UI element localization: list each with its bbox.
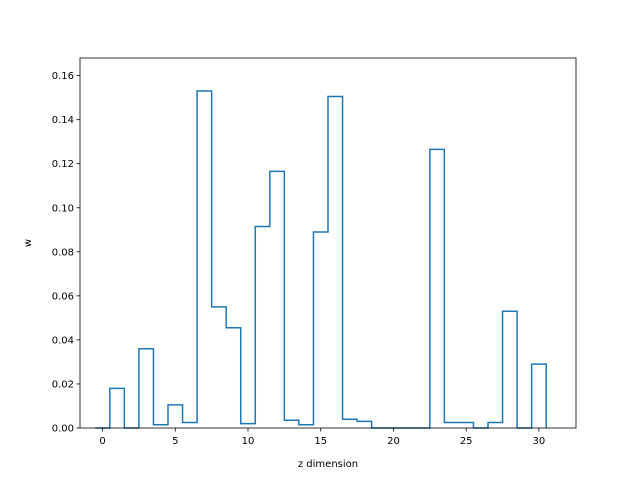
x-tick-label: 20 xyxy=(387,436,400,447)
y-tick-label: 0.12 xyxy=(52,159,74,170)
y-tick-label: 0.04 xyxy=(52,335,74,346)
x-tick-label: 5 xyxy=(172,436,178,447)
y-tick-label: 0.16 xyxy=(52,71,74,82)
x-tick-label: 25 xyxy=(460,436,473,447)
y-tick-label: 0.08 xyxy=(52,247,74,258)
y-axis-label: w xyxy=(23,239,34,247)
x-axis-ticks: 0 5 10 15 20 25 30 xyxy=(99,428,545,447)
x-tick-label: 30 xyxy=(533,436,546,447)
y-tick-label: 0.06 xyxy=(52,291,74,302)
y-tick-label: 0.10 xyxy=(52,203,74,214)
x-tick-label: 10 xyxy=(242,436,255,447)
x-tick-label: 15 xyxy=(314,436,327,447)
x-tick-label: 0 xyxy=(99,436,105,447)
y-axis-ticks: 0.00 0.02 0.04 0.06 0.08 0.10 0.12 0.14 0.16 xyxy=(52,71,80,435)
y-tick-label: 0.14 xyxy=(52,115,74,126)
y-tick-label: 0.02 xyxy=(52,379,74,390)
y-tick-label: 0.00 xyxy=(52,424,74,435)
x-axis-label: z dimension xyxy=(298,459,358,470)
plot-frame xyxy=(79,57,577,429)
